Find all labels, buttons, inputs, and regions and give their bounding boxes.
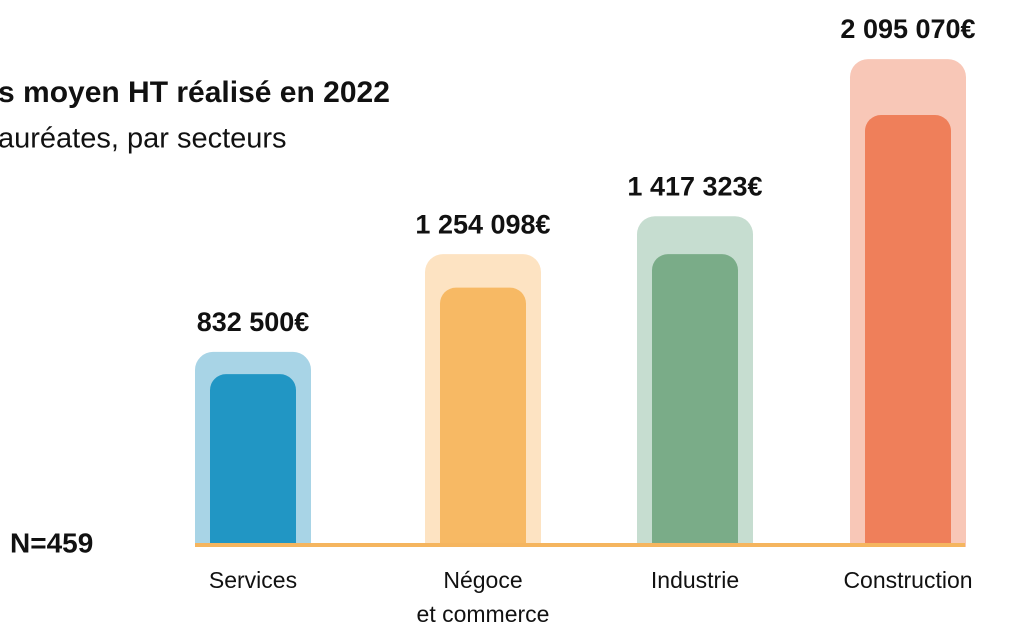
cover [190,547,970,577]
x-tick-label: Industrie [651,567,739,593]
chart-subtitle: auréates, par secteurs [0,123,287,155]
value-label: 1 417 323€ [627,171,762,201]
value-label: 1 254 098€ [415,209,550,239]
chart-title: s moyen HT réalisé en 2022 [0,76,390,109]
bar [210,374,296,565]
x-tick-label: Construction [843,567,972,593]
value-label: 832 500€ [197,307,310,337]
x-tick-label: Services [209,567,297,593]
bar [865,115,951,565]
x-tick-label: Négoce et commerce [417,567,550,627]
sample-note: N=459 [10,527,93,558]
bar [652,254,738,565]
value-label: 2 095 070€ [840,14,975,44]
bar [440,287,526,565]
